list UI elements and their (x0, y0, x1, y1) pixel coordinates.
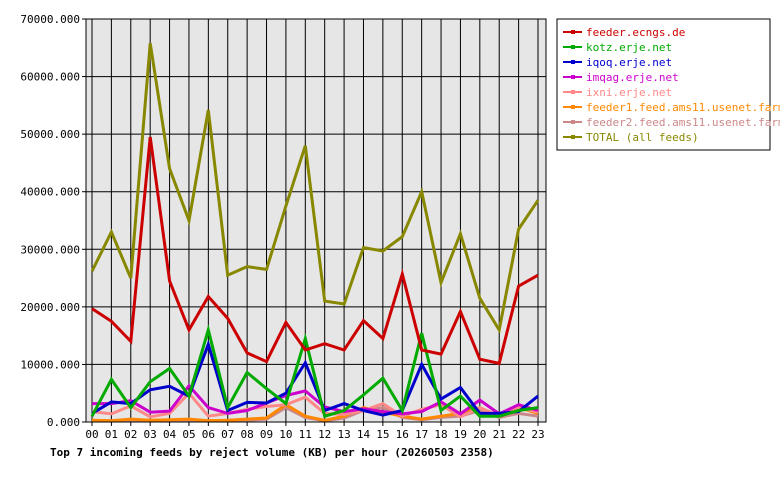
legend: feeder.ecngs.de kotz.erje.net iqoq.erje.ne… (556, 18, 780, 151)
x-tick-label: 14 (357, 428, 371, 441)
x-tick-label: 15 (376, 428, 389, 441)
legend-marker-feeder2-feed-ams11-usenet-farm (571, 120, 575, 124)
x-tick-label: 06 (202, 428, 215, 441)
y-tick-label: 0.000 (47, 416, 80, 429)
y-tick-labels: 0.000 10000.000 20000.000 30000.000 40000.00… (20, 13, 80, 429)
x-tick-label: 22 (512, 428, 525, 441)
legend-label-ixni-erje-net: ixni.erje.net (586, 86, 672, 99)
legend-marker-kotz-erje-net (571, 45, 575, 49)
legend-label-feeder1-feed-ams11-usenet-farm: feeder1.feed.ams11.usenet.farm (586, 101, 780, 114)
y-tick-label: 70000.000 (20, 13, 80, 26)
y-tick-label: 10000.000 (20, 358, 80, 371)
series-line-iqoq-erje-net (91, 339, 539, 417)
x-tick-label: 12 (318, 428, 331, 441)
x-tick-label: 13 (337, 428, 350, 441)
x-tick-label: 08 (241, 428, 254, 441)
x-tick-label: 05 (182, 428, 195, 441)
x-tick-label: 17 (415, 428, 428, 441)
series-lines (90, 42, 540, 423)
plot-frame (85, 18, 547, 423)
legend-marker-feeder1-feed-ams11-usenet-farm (571, 105, 575, 109)
x-tick-label: 07 (221, 428, 234, 441)
legend-marker-iqoq-erje-net (571, 60, 575, 64)
legend-label-total-all-feeds: TOTAL (all feeds) (586, 131, 699, 144)
y-tick-label: 20000.000 (20, 301, 80, 314)
y-tick-label: 30000.000 (20, 243, 80, 256)
x-tick-label: 02 (124, 428, 137, 441)
x-tick-label: 23 (531, 428, 544, 441)
legend-label-imqag-erje-net: imqag.erje.net (586, 71, 679, 84)
x-tick-label: 00 (85, 428, 98, 441)
y-tick-label: 40000.000 (20, 186, 80, 199)
x-tick-label: 04 (163, 428, 177, 441)
x-tick-label: 16 (396, 428, 409, 441)
x-tick-label: 20 (473, 428, 486, 441)
legend-box (556, 18, 771, 151)
legend-label-kotz-erje-net: kotz.erje.net (586, 41, 672, 54)
legend-marker-imqag-erje-net (571, 75, 575, 79)
x-tick-label: 01 (105, 428, 118, 441)
legend-marker-feeder-ecngs-de (571, 30, 575, 34)
y-tick-label: 60000.000 (20, 71, 80, 84)
series-line-imqag-erje-net (92, 383, 539, 416)
x-tick-label: 10 (279, 428, 292, 441)
chart-title: Top 7 incoming feeds by reject volume (K… (50, 446, 494, 459)
x-tick-label: 18 (434, 428, 447, 441)
x-tick-label: 09 (260, 428, 273, 441)
legend-label-feeder2-feed-ams11-usenet-farm: feeder2.feed.ams11.usenet.farm (586, 116, 780, 129)
series-line-total-all-feeds (90, 42, 540, 334)
x-tick-label: 11 (299, 428, 312, 441)
x-tick-label: 03 (144, 428, 157, 441)
legend-marker-ixni-erje-net (571, 90, 575, 94)
legend-label-feeder-ecngs-de: feeder.ecngs.de (586, 26, 685, 39)
series-line-ixni-erje-net (91, 390, 539, 419)
x-tick-label: 21 (493, 428, 506, 441)
x-tick-labels: 00 01 02 03 04 05 06 07 08 09 10 11 12 13 14 15 16 17 18 19… (85, 428, 544, 441)
legend-marker-total-all-feeds (571, 135, 575, 139)
y-tick-label: 50000.000 (20, 128, 80, 141)
series-line-kotz-erje-net (90, 324, 539, 419)
x-tick-label: 19 (454, 428, 467, 441)
legend-label-iqoq-erje-net: iqoq.erje.net (586, 56, 672, 69)
series-line-feeder-ecngs-de (91, 136, 539, 366)
